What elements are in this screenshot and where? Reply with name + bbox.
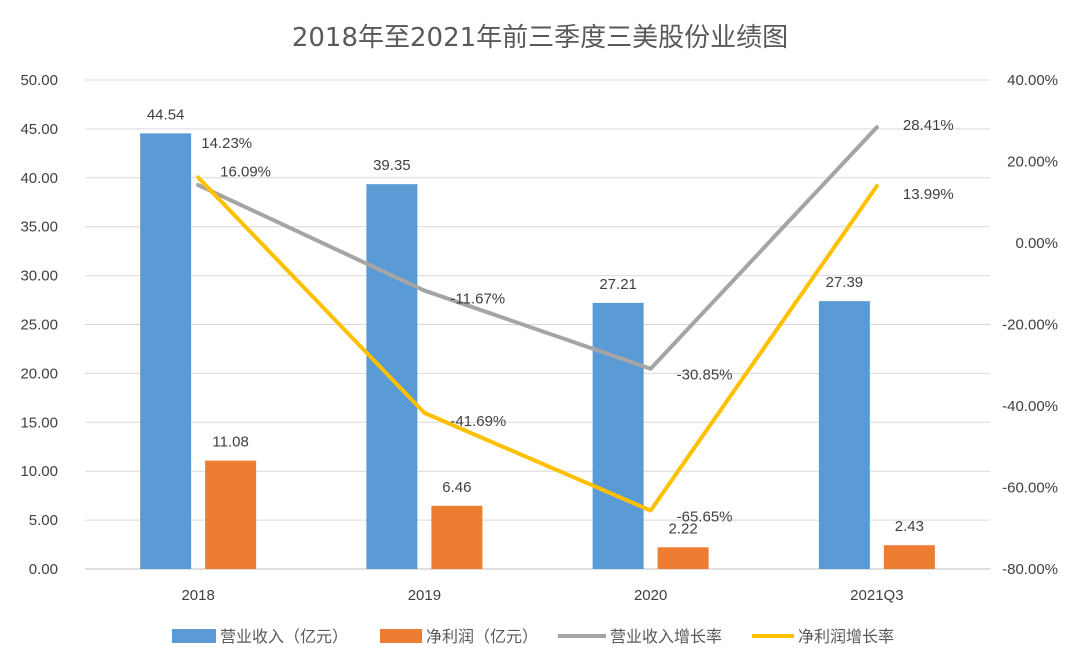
left-tick-label: 25.00 — [20, 317, 58, 334]
bar-data-label: 2.43 — [895, 518, 924, 535]
line-data-label: 14.23% — [201, 135, 252, 152]
bar-data-label: 27.21 — [599, 276, 637, 293]
right-tick-label: 0.00% — [1015, 235, 1058, 252]
right-axis: -80.00% -60.00% -40.00% -20.00% 0.00% 20.00% 4… — [1002, 72, 1058, 578]
line-series-path — [196, 125, 879, 371]
bar — [205, 460, 257, 569]
left-tick-label: 45.00 — [20, 121, 58, 138]
left-axis: 0.00 5.00 10.00 15.00 20.00 25.00 30.00 35.00 40… — [20, 72, 58, 578]
left-tick-label: 15.00 — [20, 414, 58, 431]
line-data-label: -30.85% — [677, 367, 733, 384]
bar — [140, 133, 192, 569]
right-tick-label: -80.00% — [1002, 561, 1058, 578]
right-tick-label: 40.00% — [1007, 72, 1058, 89]
left-tick-label: 20.00 — [20, 365, 58, 382]
right-tick-label: 20.00% — [1007, 154, 1058, 171]
bar — [657, 547, 709, 569]
line-data-label: 28.41% — [903, 117, 954, 134]
bar-data-label: 11.08 — [212, 434, 248, 451]
legend-label: 营业收入（亿元） — [220, 627, 348, 646]
legend: 营业收入（亿元） 净利润（亿元） 营业收入增长率 净利润增长率 — [172, 627, 894, 646]
right-tick-label: -60.00% — [1002, 480, 1058, 497]
bar — [592, 302, 644, 569]
bar-data-label: 39.35 — [373, 157, 411, 174]
right-tick-label: -40.00% — [1002, 398, 1058, 415]
x-tick-label: 2019 — [408, 587, 441, 604]
bar-series: 44.54 39.35 27.21 27.39 11.08 6.46 2.22 2.43 — [140, 106, 935, 570]
x-tick-label: 2021Q3 — [850, 587, 903, 604]
legend-label: 营业收入增长率 — [610, 627, 722, 646]
legend-label: 净利润（亿元） — [426, 627, 538, 646]
left-tick-label: 30.00 — [20, 268, 58, 285]
x-tick-label: 2020 — [634, 587, 667, 604]
left-tick-label: 50.00 — [20, 72, 58, 89]
left-tick-label: 0.00 — [29, 561, 58, 578]
line-series: 14.23% -11.67% -30.85% 28.41% 16.09% -41.69% -… — [196, 117, 954, 526]
line-data-label: -65.65% — [677, 509, 733, 526]
bar-data-label: 2.22 — [669, 520, 698, 537]
right-tick-label: -20.00% — [1002, 317, 1058, 334]
chart-title: 2018年至2021年前三季度三美股份业绩图 — [292, 23, 788, 53]
bar — [431, 505, 483, 569]
left-tick-label: 40.00 — [20, 170, 58, 187]
line-data-label: -41.69% — [450, 413, 506, 430]
legend-swatch — [380, 629, 422, 643]
bar-data-label: 44.54 — [147, 106, 185, 123]
x-tick-label: 2018 — [181, 587, 214, 604]
line-data-label: 13.99% — [903, 186, 954, 203]
legend-swatch — [172, 629, 216, 643]
x-axis: 2018 2019 2020 2021Q3 — [181, 587, 903, 604]
bar-data-label: 27.39 — [826, 274, 864, 291]
bar-data-label: 6.46 — [442, 479, 471, 496]
legend-label: 净利润增长率 — [798, 627, 894, 646]
left-tick-label: 35.00 — [20, 219, 58, 236]
left-tick-label: 5.00 — [29, 512, 58, 529]
line-data-label: -11.67% — [450, 291, 505, 308]
bar — [818, 301, 870, 569]
left-tick-label: 10.00 — [20, 463, 58, 480]
line-series-path — [196, 175, 879, 513]
bar — [883, 545, 935, 569]
line-data-label: 16.09% — [220, 163, 271, 180]
